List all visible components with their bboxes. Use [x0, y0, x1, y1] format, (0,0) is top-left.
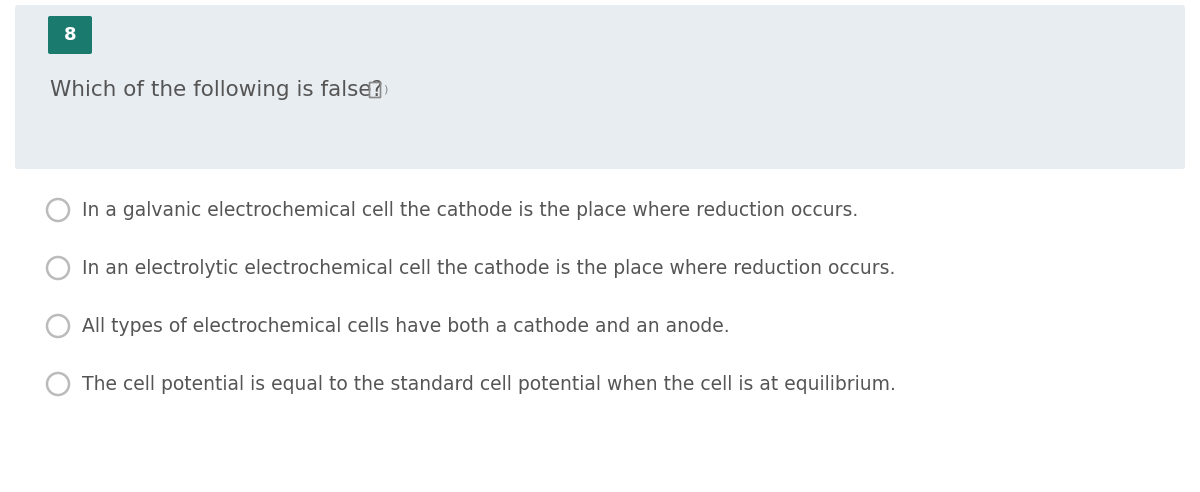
Text: The cell potential is equal to the standard cell potential when the cell is at e: The cell potential is equal to the stand… [82, 374, 896, 394]
Text: ): ) [383, 85, 388, 95]
Text: All types of electrochemical cells have both a cathode and an anode.: All types of electrochemical cells have … [82, 316, 730, 336]
Circle shape [47, 257, 70, 279]
FancyBboxPatch shape [14, 5, 1186, 169]
Circle shape [47, 315, 70, 337]
Circle shape [47, 373, 70, 395]
Text: Which of the following is false?: Which of the following is false? [50, 80, 383, 100]
Text: 8: 8 [64, 26, 77, 44]
Text: In an electrolytic electrochemical cell the cathode is the place where reduction: In an electrolytic electrochemical cell … [82, 258, 895, 277]
Circle shape [47, 199, 70, 221]
FancyBboxPatch shape [48, 16, 92, 54]
Text: In a galvanic electrochemical cell the cathode is the place where reduction occu: In a galvanic electrochemical cell the c… [82, 201, 858, 219]
